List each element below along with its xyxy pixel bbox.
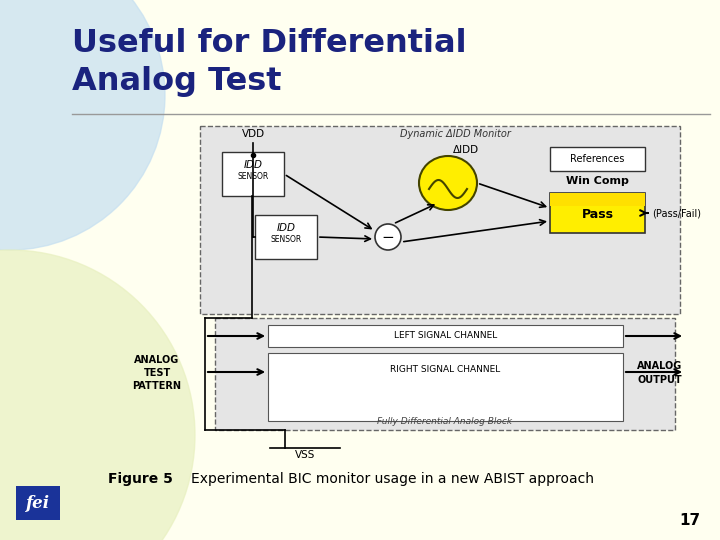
Bar <box>550 147 645 171</box>
Bar <box>16 486 60 520</box>
Text: (Pass/Fail): (Pass/Fail) <box>652 208 701 218</box>
Text: References: References <box>570 154 625 164</box>
Text: ΔIDD: ΔIDD <box>453 145 479 155</box>
Bar <box>268 353 623 421</box>
Text: −: − <box>382 230 395 245</box>
Text: RIGHT SIGNAL CHANNEL: RIGHT SIGNAL CHANNEL <box>390 365 500 374</box>
Text: IDD: IDD <box>276 223 295 233</box>
Text: Experimental BIC monitor usage in a new ABIST approach: Experimental BIC monitor usage in a new … <box>191 472 594 486</box>
Bar <box>550 193 645 233</box>
Text: Dynamic ΔIDD Monitor: Dynamic ΔIDD Monitor <box>400 129 510 139</box>
Bar <box>200 126 680 314</box>
Text: Pass: Pass <box>582 208 613 221</box>
Circle shape <box>0 0 165 250</box>
Text: Analog Test: Analog Test <box>72 66 282 97</box>
Text: Useful for Differential: Useful for Differential <box>72 28 467 59</box>
Circle shape <box>375 224 401 250</box>
Text: LEFT SIGNAL CHANNEL: LEFT SIGNAL CHANNEL <box>394 332 497 341</box>
Text: Fully Differential Analog Block: Fully Differential Analog Block <box>377 417 513 426</box>
Text: ANALOG
TEST
PATTERN: ANALOG TEST PATTERN <box>132 355 181 391</box>
Bar <box>255 215 317 259</box>
Text: VDD: VDD <box>241 129 264 139</box>
Text: ANALOG
OUTPUT: ANALOG OUTPUT <box>637 361 683 384</box>
Bar <box>215 318 675 430</box>
Text: SENSOR: SENSOR <box>238 172 269 181</box>
Text: Figure 5: Figure 5 <box>108 472 178 486</box>
Bar <box>268 325 623 347</box>
Text: Win Comp: Win Comp <box>566 176 629 186</box>
Ellipse shape <box>419 156 477 210</box>
Bar <box>222 152 284 196</box>
Text: fei: fei <box>26 495 50 511</box>
Text: 17: 17 <box>679 513 700 528</box>
Bar <box>550 193 645 206</box>
Text: SENSOR: SENSOR <box>271 235 302 244</box>
Text: IDD: IDD <box>243 160 263 170</box>
Text: VSS: VSS <box>294 450 315 460</box>
Circle shape <box>0 250 195 540</box>
